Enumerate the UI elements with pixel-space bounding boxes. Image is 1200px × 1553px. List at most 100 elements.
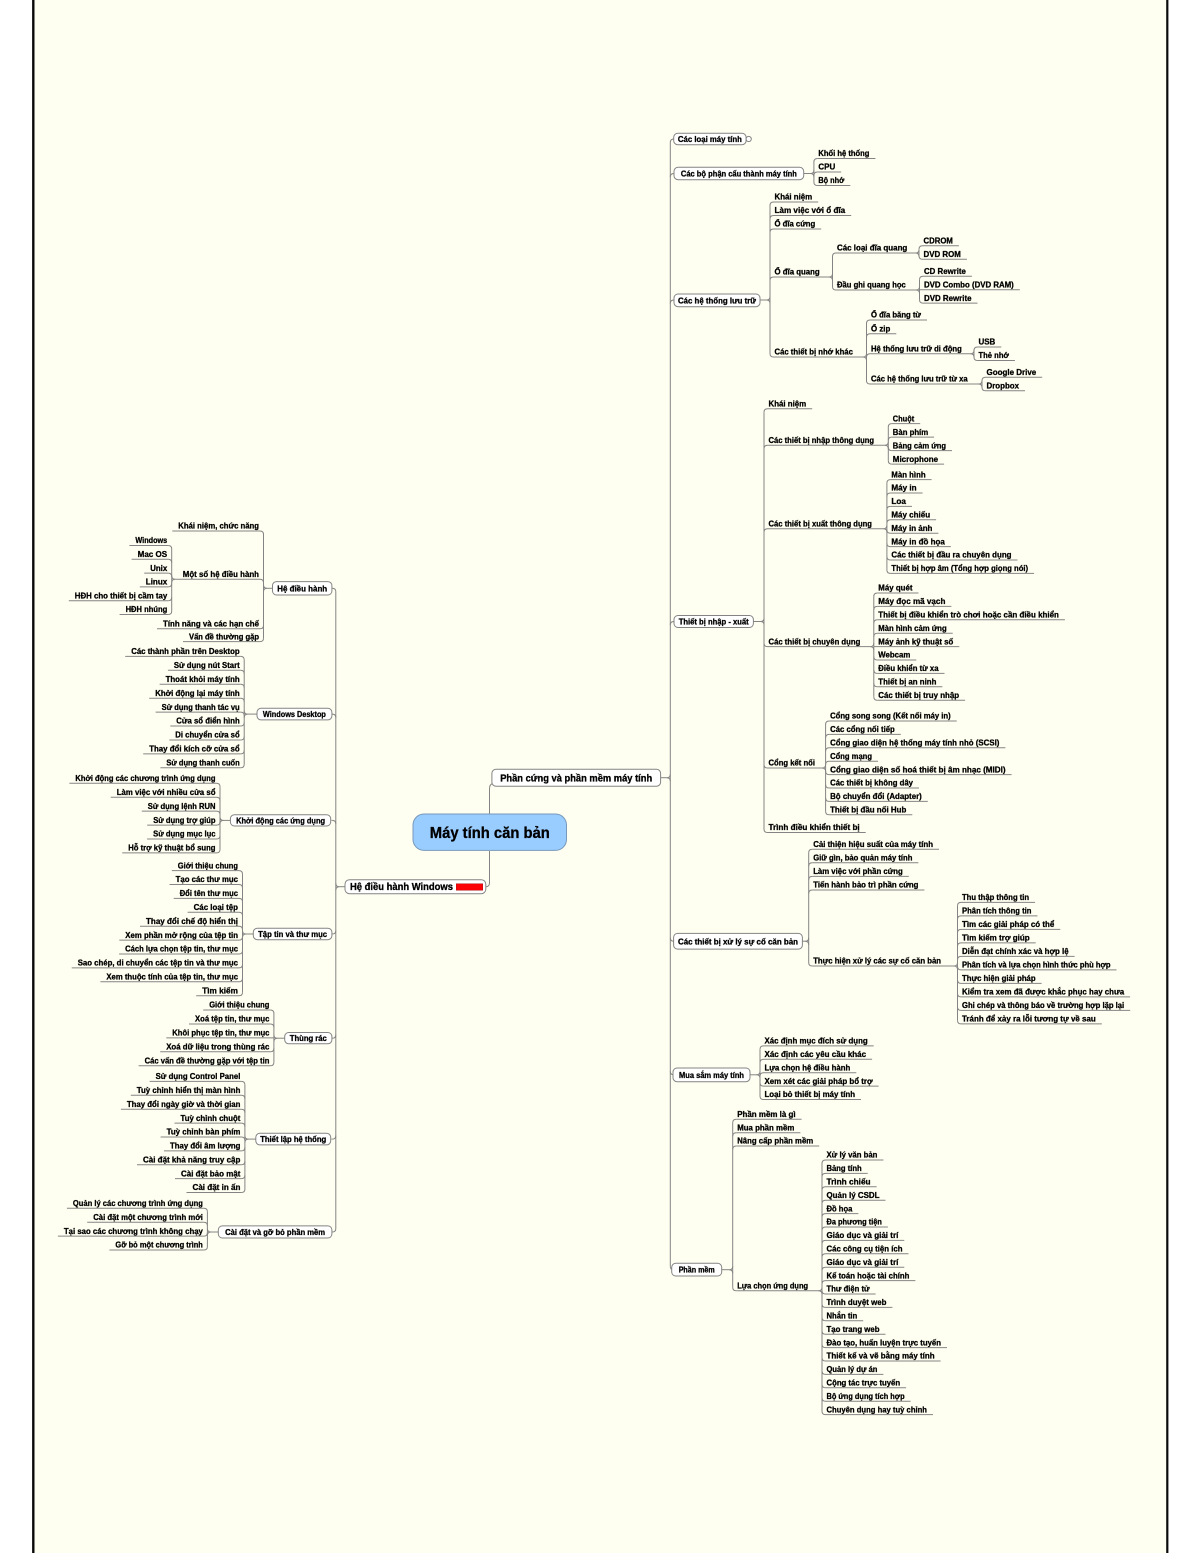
svg-text:Sử dụng Control Panel: Sử dụng Control Panel: [156, 1071, 241, 1081]
svg-text:Tránh để xảy ra lỗi tương tự v: Tránh để xảy ra lỗi tương tự về sau: [962, 1014, 1096, 1024]
svg-text:Thực hiện xử lý các sự cố căn: Thực hiện xử lý các sự cố căn bản: [813, 956, 941, 966]
svg-text:Các thành phần trên Desktop: Các thành phần trên Desktop: [131, 646, 240, 656]
svg-text:Thiết bị điều khiển trò chơi h: Thiết bị điều khiển trò chơi hoặc cần đi…: [878, 610, 1059, 620]
svg-text:DVD Combo (DVD RAM): DVD Combo (DVD RAM): [924, 279, 1014, 289]
svg-text:Ổ đĩa cứng: Ổ đĩa cứng: [775, 218, 816, 229]
svg-text:Cải thiện hiệu suất của máy tí: Cải thiện hiệu suất của máy tính: [813, 839, 933, 849]
svg-text:USB: USB: [979, 337, 996, 347]
svg-text:Giới thiệu chung: Giới thiệu chung: [178, 860, 238, 870]
svg-text:Dropbox: Dropbox: [987, 380, 1020, 390]
svg-text:Thu thập thông tin: Thu thập thông tin: [962, 892, 1029, 902]
svg-text:Tính năng và các hạn chế: Tính năng và các hạn chế: [163, 618, 259, 628]
svg-text:Mac OS: Mac OS: [138, 549, 168, 559]
svg-text:Vấn đề thường gặp: Vấn đề thường gặp: [189, 631, 259, 641]
svg-text:Thực hiện giải pháp: Thực hiện giải pháp: [962, 973, 1036, 983]
svg-text:Chuyên dụng hay tuỳ chỉnh: Chuyên dụng hay tuỳ chỉnh: [827, 1404, 928, 1414]
svg-text:Cửa sổ điển hình: Cửa sổ điển hình: [176, 716, 239, 726]
svg-text:Trình điều khiển thiết bị: Trình điều khiển thiết bị: [769, 822, 860, 832]
svg-text:Thay đổi kích cỡ cửa sổ: Thay đổi kích cỡ cửa sổ: [149, 744, 240, 754]
svg-text:Sử dụng trợ giúp: Sử dụng trợ giúp: [153, 815, 215, 825]
svg-text:Cài đặt một chương trình mới: Cài đặt một chương trình mới: [93, 1212, 203, 1222]
svg-text:Quản lý dự án: Quản lý dự án: [827, 1364, 878, 1374]
svg-text:Bảng cảm ứng: Bảng cảm ứng: [893, 440, 946, 450]
svg-text:CD Rewrite: CD Rewrite: [924, 266, 966, 276]
svg-text:Xem xét các giải pháp bổ trợ: Xem xét các giải pháp bổ trợ: [765, 1076, 874, 1086]
svg-text:Hệ điều hành Windows: Hệ điều hành Windows: [350, 882, 454, 893]
svg-text:Một số hệ điều hành: Một số hệ điều hành: [183, 569, 259, 579]
svg-text:Ghi chép và thông báo về trườn: Ghi chép và thông báo về trường hợp lặp …: [962, 1000, 1124, 1010]
svg-text:Sao chép, di chuyển các tệp ti: Sao chép, di chuyển các tệp tin và thư m…: [78, 958, 238, 968]
svg-text:Xem thuộc tính của tệp tin, th: Xem thuộc tính của tệp tin, thư mục: [106, 972, 238, 982]
svg-text:Khái niệm: Khái niệm: [775, 192, 813, 202]
svg-text:Các cổng nối tiếp: Các cổng nối tiếp: [830, 724, 895, 734]
svg-text:Đồ họa: Đồ họa: [827, 1203, 853, 1213]
svg-text:Máy quét: Máy quét: [878, 583, 912, 593]
svg-text:Loại bỏ thiết bị máy tính: Loại bỏ thiết bị máy tính: [765, 1089, 856, 1099]
svg-text:Phần mềm: Phần mềm: [679, 1265, 715, 1275]
svg-text:Làm việc với nhiều cửa sổ: Làm việc với nhiều cửa sổ: [117, 787, 216, 797]
svg-text:Các loại máy tính: Các loại máy tính: [678, 134, 742, 144]
svg-text:Máy in: Máy in: [891, 483, 916, 493]
svg-text:Lựa chọn hệ điều hành: Lựa chọn hệ điều hành: [765, 1062, 851, 1072]
svg-text:Thay đổi ngày giờ và thời gian: Thay đổi ngày giờ và thời gian: [127, 1099, 241, 1109]
svg-text:Cổng song song (Kết nối máy in: Cổng song song (Kết nối máy in): [830, 711, 951, 721]
svg-text:Tìm các giải pháp có thể: Tìm các giải pháp có thể: [962, 919, 1054, 929]
svg-text:Khái niệm, chức năng: Khái niệm, chức năng: [178, 521, 259, 531]
svg-text:Cài đặt và gỡ bỏ phần mềm: Cài đặt và gỡ bỏ phần mềm: [225, 1227, 325, 1237]
svg-text:Xử lý văn bản: Xử lý văn bản: [827, 1150, 878, 1160]
svg-text:Cổng mạng: Cổng mạng: [830, 751, 872, 761]
svg-text:Hỗ trợ kỹ thuật bổ sung: Hỗ trợ kỹ thuật bổ sung: [128, 843, 215, 853]
svg-text:Đổi tên thư mục: Đổi tên thư mục: [180, 888, 238, 898]
svg-text:Xác định các yêu cầu khác: Xác định các yêu cầu khác: [765, 1049, 867, 1059]
svg-text:Máy ảnh kỹ thuật số: Máy ảnh kỹ thuật số: [878, 636, 954, 646]
svg-text:Diễn đạt chính xác và hợp lệ: Diễn đạt chính xác và hợp lệ: [962, 946, 1069, 956]
svg-text:HĐH nhúng: HĐH nhúng: [126, 604, 168, 614]
svg-text:Lựa chọn ứng dụng: Lựa chọn ứng dụng: [737, 1280, 808, 1290]
svg-text:Máy in ảnh: Máy in ảnh: [891, 523, 932, 533]
svg-text:Mua sắm máy tính: Mua sắm máy tính: [679, 1069, 744, 1080]
svg-text:Tuỳ chỉnh chuột: Tuỳ chỉnh chuột: [181, 1113, 241, 1123]
svg-text:Bàn phím: Bàn phím: [893, 427, 929, 437]
svg-text:Giáo dục và giải trí: Giáo dục và giải trí: [827, 1257, 899, 1267]
svg-text:Thiết lập hệ thống: Thiết lập hệ thống: [260, 1134, 326, 1144]
svg-text:DVD Rewrite: DVD Rewrite: [924, 293, 972, 303]
svg-text:Khởi động các ứng dụng: Khởi động các ứng dụng: [236, 815, 325, 825]
svg-text:Khôi phục tệp tin, thư mục: Khôi phục tệp tin, thư mục: [172, 1028, 269, 1038]
svg-text:Bảng tính: Bảng tính: [827, 1163, 862, 1173]
svg-text:Sử dụng thanh tác vụ: Sử dụng thanh tác vụ: [162, 702, 240, 712]
svg-text:Kế toán hoặc tài chính: Kế toán hoặc tài chính: [827, 1270, 910, 1280]
svg-text:Tìm kiếm trợ giúp: Tìm kiếm trợ giúp: [962, 933, 1030, 943]
svg-text:Máy đọc mã vạch: Máy đọc mã vạch: [878, 596, 945, 606]
svg-text:CDROM: CDROM: [924, 236, 953, 246]
svg-text:Trình duyệt web: Trình duyệt web: [827, 1297, 887, 1307]
svg-text:HĐH cho thiết bị cầm tay: HĐH cho thiết bị cầm tay: [75, 590, 168, 600]
svg-text:Các thiết bị nhớ khác: Các thiết bị nhớ khác: [775, 347, 854, 357]
svg-text:Sử dụng mục lục: Sử dụng mục lục: [153, 829, 216, 839]
svg-text:Các thiết bị không dây: Các thiết bị không dây: [830, 778, 913, 788]
svg-text:Ổ zip: Ổ zip: [871, 322, 890, 333]
svg-text:Các công cụ tiện ích: Các công cụ tiện ích: [827, 1244, 903, 1254]
svg-text:Gỡ bỏ một chương trình: Gỡ bỏ một chương trình: [115, 1240, 203, 1250]
svg-text:Thư điện tử: Thư điện tử: [827, 1284, 871, 1294]
svg-text:Các thiết bị xuất thông dụng: Các thiết bị xuất thông dụng: [769, 518, 873, 528]
svg-text:Google Drive: Google Drive: [987, 367, 1037, 377]
svg-text:Giáo dục và giải trí: Giáo dục và giải trí: [827, 1230, 899, 1240]
svg-text:Máy in đồ họa: Máy in đồ họa: [891, 536, 945, 546]
svg-text:Các thiết bị chuyên dụng: Các thiết bị chuyên dụng: [769, 636, 861, 646]
svg-text:Cài đặt khả năng truy cập: Cài đặt khả năng truy cập: [143, 1154, 240, 1164]
svg-text:Hệ điều hành: Hệ điều hành: [277, 583, 327, 593]
svg-text:Điều khiển từ xa: Điều khiển từ xa: [878, 663, 938, 673]
svg-text:Các hệ thống lưu trữ từ xa: Các hệ thống lưu trữ từ xa: [871, 374, 968, 384]
svg-text:Khởi động các chương trình ứng: Khởi động các chương trình ứng dụng: [75, 773, 215, 783]
svg-text:Cách lựa chọn tệp tin, thư mục: Cách lựa chọn tệp tin, thư mục: [125, 944, 238, 954]
svg-text:Khối hệ thống: Khối hệ thống: [818, 148, 869, 158]
svg-text:Đầu ghi quang học: Đầu ghi quang học: [837, 280, 906, 290]
svg-text:Thiết kế và vẽ bằng máy tính: Thiết kế và vẽ bằng máy tính: [827, 1350, 935, 1361]
svg-text:Bộ ứng dụng tích hợp: Bộ ứng dụng tích hợp: [827, 1391, 905, 1401]
svg-text:Các loại tệp: Các loại tệp: [194, 902, 238, 912]
svg-text:Thẻ nhớ: Thẻ nhớ: [979, 350, 1010, 360]
svg-text:Ổ đĩa quang: Ổ đĩa quang: [775, 266, 820, 277]
svg-text:Phân tích thông tin: Phân tích thông tin: [962, 906, 1032, 916]
svg-text:Linux: Linux: [146, 577, 168, 587]
svg-text:Thoát khỏi máy tính: Thoát khỏi máy tính: [166, 674, 240, 684]
